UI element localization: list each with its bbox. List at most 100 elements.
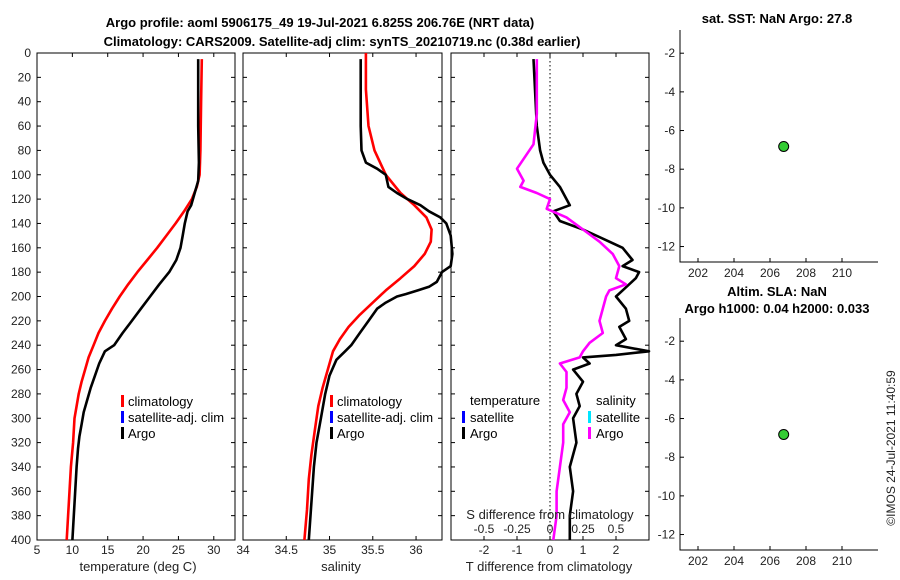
salinity-xlabel: salinity xyxy=(321,559,361,574)
s-difference-tick-label: -0.5 xyxy=(474,522,495,536)
depth-tick-label: 300 xyxy=(11,411,31,425)
legend-temperature-heading: temperature xyxy=(470,393,540,408)
depth-tick-label: 220 xyxy=(11,314,31,328)
map-y-tick-label: -8 xyxy=(664,162,675,176)
depth-tick-label: 0 xyxy=(24,46,31,60)
temperature-xlabel: temperature (deg C) xyxy=(79,559,196,574)
series-line-argo xyxy=(307,59,454,541)
s-difference-tick-label: 0 xyxy=(547,522,554,536)
profile-location-marker xyxy=(778,428,790,440)
map-x-tick-label: 210 xyxy=(832,266,852,280)
x-tick-label: 35.5 xyxy=(361,543,385,557)
map-y-tick-label: -8 xyxy=(664,450,675,464)
depth-tick-label: 180 xyxy=(11,265,31,279)
imos-timestamp: ©IMOS 24-Jul-2021 11:40:59 xyxy=(884,370,898,526)
salinity-panel xyxy=(242,52,443,541)
legend-salinity-heading: salinity xyxy=(596,393,636,408)
depth-tick-label: 140 xyxy=(11,216,31,230)
map-x-tick-label: 206 xyxy=(760,266,780,280)
map-x-tick-label: 204 xyxy=(724,266,744,280)
map-y-tick-label: -12 xyxy=(658,240,676,254)
legend-climatology-swatch xyxy=(330,395,333,407)
x-tick-label: 15 xyxy=(101,543,115,557)
sst-map-title: sat. SST: NaN Argo: 27.8 xyxy=(702,11,853,26)
map-x-tick-label: 206 xyxy=(760,554,780,568)
title-line-1: Argo profile: aoml 5906175_49 19-Jul-202… xyxy=(106,15,534,30)
x-tick-label: 34 xyxy=(236,543,250,557)
x-tick-label: 30 xyxy=(207,543,221,557)
series-line-s-difference-argo- xyxy=(515,59,628,541)
legend-argo-label: Argo xyxy=(337,426,364,441)
legend-satellite-label: satellite-adj. clim xyxy=(128,410,224,425)
depth-tick-label: 20 xyxy=(18,70,32,84)
sla-map-title-1: Altim. SLA: NaN xyxy=(727,284,827,299)
legend-climatology-label: climatology xyxy=(337,394,403,409)
x-tick-label: 0 xyxy=(547,543,554,557)
legend-argo-swatch xyxy=(330,427,333,439)
depth-tick-label: 380 xyxy=(11,509,31,523)
map-y-tick-label: -2 xyxy=(664,334,675,348)
series-line-t-difference-argo- xyxy=(532,59,651,540)
legend-argo-label: Argo xyxy=(128,426,155,441)
x-tick-label: -2 xyxy=(479,543,490,557)
t-difference-xlabel: T difference from climatology xyxy=(466,559,633,574)
series-line-climatology xyxy=(303,53,433,541)
map-y-tick-label: -4 xyxy=(664,85,675,99)
legend-s-satellite-swatch xyxy=(588,411,591,423)
map-y-tick-label: -4 xyxy=(664,373,675,387)
depth-tick-label: 360 xyxy=(11,484,31,498)
title-line-2: Climatology: CARS2009. Satellite-adj cli… xyxy=(104,34,581,49)
temperature-panel xyxy=(36,52,236,541)
sla-map-title-2: Argo h1000: 0.04 h2000: 0.033 xyxy=(685,301,870,316)
sst-map-axes xyxy=(679,30,878,263)
map-x-tick-label: 208 xyxy=(796,554,816,568)
legend-climatology-label: climatology xyxy=(128,394,194,409)
depth-tick-label: 240 xyxy=(11,338,31,352)
x-tick-label: 20 xyxy=(136,543,150,557)
depth-tick-label: 80 xyxy=(18,143,32,157)
map-x-tick-label: 204 xyxy=(724,554,744,568)
depth-tick-label: 280 xyxy=(11,387,31,401)
x-tick-label: 34.5 xyxy=(275,543,299,557)
map-x-tick-label: 208 xyxy=(796,266,816,280)
map-y-tick-label: -10 xyxy=(658,201,676,215)
series-line-argo xyxy=(71,59,201,541)
s-difference-tick-label: -0.25 xyxy=(503,522,531,536)
legend-s-argo-label: Argo xyxy=(596,426,623,441)
legend-t-satellite-swatch xyxy=(462,411,465,423)
s-difference-label: S difference from climatology xyxy=(466,507,634,522)
depth-tick-label: 340 xyxy=(11,460,31,474)
legend-s-satellite-label: satellite xyxy=(596,410,640,425)
x-tick-label: 5 xyxy=(34,543,41,557)
x-tick-label: -1 xyxy=(512,543,523,557)
s-difference-tick-label: 0.5 xyxy=(608,522,625,536)
map-y-tick-label: -6 xyxy=(664,124,675,138)
map-y-tick-label: -6 xyxy=(664,412,675,426)
sla-map-axes xyxy=(679,318,878,551)
x-tick-label: 10 xyxy=(66,543,80,557)
depth-tick-label: 40 xyxy=(18,95,32,109)
x-tick-label: 1 xyxy=(580,543,587,557)
map-x-tick-label: 202 xyxy=(688,554,708,568)
depth-tick-label: 120 xyxy=(11,192,31,206)
x-tick-label: 25 xyxy=(172,543,186,557)
depth-tick-label: 200 xyxy=(11,290,31,304)
legend-satellite-label: satellite-adj. clim xyxy=(337,410,433,425)
depth-tick-label: 160 xyxy=(11,241,31,255)
x-tick-label: 2 xyxy=(613,543,620,557)
legend-climatology-swatch xyxy=(121,395,124,407)
depth-tick-label: 100 xyxy=(11,168,31,182)
x-tick-label: 35 xyxy=(323,543,337,557)
x-tick-label: 36 xyxy=(409,543,423,557)
legend-argo-swatch xyxy=(121,427,124,439)
depth-tick-label: 320 xyxy=(11,436,31,450)
profile-location-marker xyxy=(778,140,790,152)
legend-t-argo-label: Argo xyxy=(470,426,497,441)
legend-satellite-swatch xyxy=(330,411,333,423)
map-y-tick-label: -2 xyxy=(664,46,675,60)
map-x-tick-label: 202 xyxy=(688,266,708,280)
map-y-tick-label: -10 xyxy=(658,489,676,503)
depth-tick-label: 60 xyxy=(18,119,32,133)
legend-t-satellite-label: satellite xyxy=(470,410,514,425)
